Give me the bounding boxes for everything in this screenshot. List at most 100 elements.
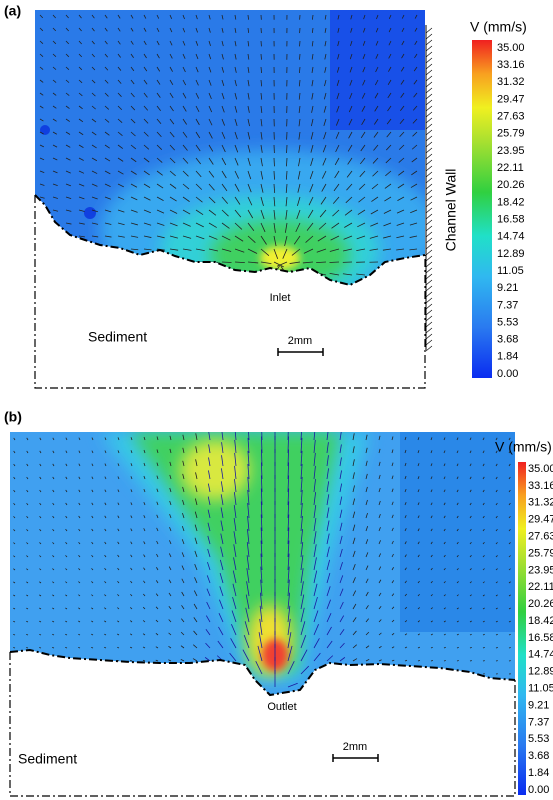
velocity-arrow — [285, 170, 288, 180]
velocity-arrow — [456, 541, 459, 545]
velocity-arrow — [404, 554, 407, 558]
velocity-arrow — [378, 566, 382, 571]
velocity-arrow — [260, 579, 263, 597]
velocity-arrow — [219, 586, 224, 597]
velocity-arrow — [130, 209, 138, 213]
velocity-arrow — [296, 209, 301, 220]
velocity-arrow — [65, 27, 69, 32]
velocity-arrow — [234, 66, 237, 73]
velocity-arrow — [156, 170, 163, 176]
velocity-arrow — [208, 235, 218, 240]
velocity-arrow — [326, 520, 330, 532]
velocity-arrow — [208, 273, 219, 276]
velocity-arrow — [169, 235, 178, 239]
colorbar-tick-label: 22.11 — [497, 162, 524, 174]
velocity-arrow — [234, 157, 239, 166]
hatch-line — [425, 207, 433, 214]
velocity-arrow — [208, 157, 214, 165]
velocity-arrow — [399, 131, 405, 137]
velocity-arrow — [78, 620, 81, 623]
velocity-arrow — [260, 475, 263, 493]
velocity-arrow — [130, 118, 136, 124]
velocity-arrow — [117, 646, 120, 649]
velocity-arrow — [168, 566, 172, 571]
velocity-arrow — [129, 646, 133, 649]
velocity-arrow — [300, 515, 303, 532]
velocity-arrow — [221, 284, 231, 285]
velocity-arrow — [208, 170, 215, 178]
velocity-arrow — [195, 40, 199, 46]
velocity-arrow — [170, 286, 178, 288]
velocity-arrow — [221, 272, 232, 276]
velocity-arrow — [456, 554, 459, 558]
velocity-arrow — [221, 196, 228, 204]
velocity-arrow — [362, 53, 366, 60]
velocity-arrow — [326, 442, 329, 454]
velocity-arrow — [396, 287, 404, 288]
velocity-arrow — [313, 544, 317, 558]
velocity-arrow — [78, 555, 81, 558]
velocity-arrow — [313, 452, 316, 467]
velocity-arrow — [284, 235, 288, 247]
velocity-arrow — [386, 144, 392, 151]
velocity-arrow — [169, 273, 179, 276]
velocity-arrow — [342, 273, 353, 276]
velocity-arrow — [391, 646, 395, 649]
velocity-arrow — [352, 498, 356, 506]
velocity-arrow — [326, 481, 330, 493]
hatch-line — [425, 297, 433, 304]
velocity-arrow — [217, 640, 224, 649]
hatch-line — [425, 135, 433, 142]
velocity-arrow — [261, 432, 263, 441]
velocity-arrow — [401, 40, 405, 46]
velocity-arrow — [182, 499, 185, 506]
velocity-arrow — [39, 170, 45, 174]
velocity-arrow — [39, 14, 44, 19]
hatch-line — [425, 345, 433, 352]
velocity-arrow — [130, 620, 133, 623]
velocity-arrow — [130, 157, 137, 163]
velocity-arrow — [78, 450, 81, 454]
velocity-arrow — [404, 449, 407, 454]
velocity-arrow — [360, 131, 366, 139]
velocity-arrow — [234, 79, 237, 87]
velocity-arrow — [260, 222, 266, 233]
colorbar-tick-label: 20.26 — [497, 179, 525, 191]
velocity-arrow — [388, 27, 392, 33]
velocity-arrow — [365, 631, 370, 636]
velocity-arrow — [234, 235, 244, 242]
velocity-arrow — [352, 563, 356, 571]
velocity-arrow — [195, 222, 204, 228]
velocity-arrow — [261, 436, 263, 454]
velocity-arrow — [26, 463, 29, 467]
velocity-arrow — [356, 273, 366, 276]
velocity-arrow — [78, 183, 85, 187]
velocity-arrow — [39, 105, 44, 109]
velocity-arrow — [13, 450, 16, 454]
velocity-arrow — [168, 659, 172, 662]
velocity-arrow — [409, 235, 418, 238]
velocity-arrow — [65, 209, 72, 212]
velocity-arrow — [220, 481, 224, 493]
colorbar-tick-label: 22.11 — [528, 581, 553, 593]
velocity-arrow — [495, 568, 498, 571]
velocity-arrow — [391, 501, 394, 506]
velocity-arrow — [311, 79, 314, 87]
velocity-arrow — [195, 118, 200, 126]
velocity-arrow — [233, 531, 237, 545]
velocity-arrow — [195, 472, 198, 480]
velocity-arrow — [371, 196, 379, 202]
velocity-arrow — [443, 554, 446, 558]
velocity-arrow — [374, 105, 379, 112]
velocity-arrow — [208, 144, 214, 152]
velocity-arrow — [65, 463, 68, 467]
velocity-arrow — [443, 541, 446, 545]
velocity-arrow — [91, 157, 98, 162]
velocity-arrow — [143, 436, 146, 441]
velocity-arrow — [287, 618, 291, 636]
velocity-arrow — [363, 14, 366, 20]
velocity-arrow — [104, 620, 107, 623]
colorbar-tick-label: 31.32 — [528, 497, 553, 509]
velocity-arrow — [273, 170, 275, 180]
velocity-arrow — [337, 14, 340, 20]
